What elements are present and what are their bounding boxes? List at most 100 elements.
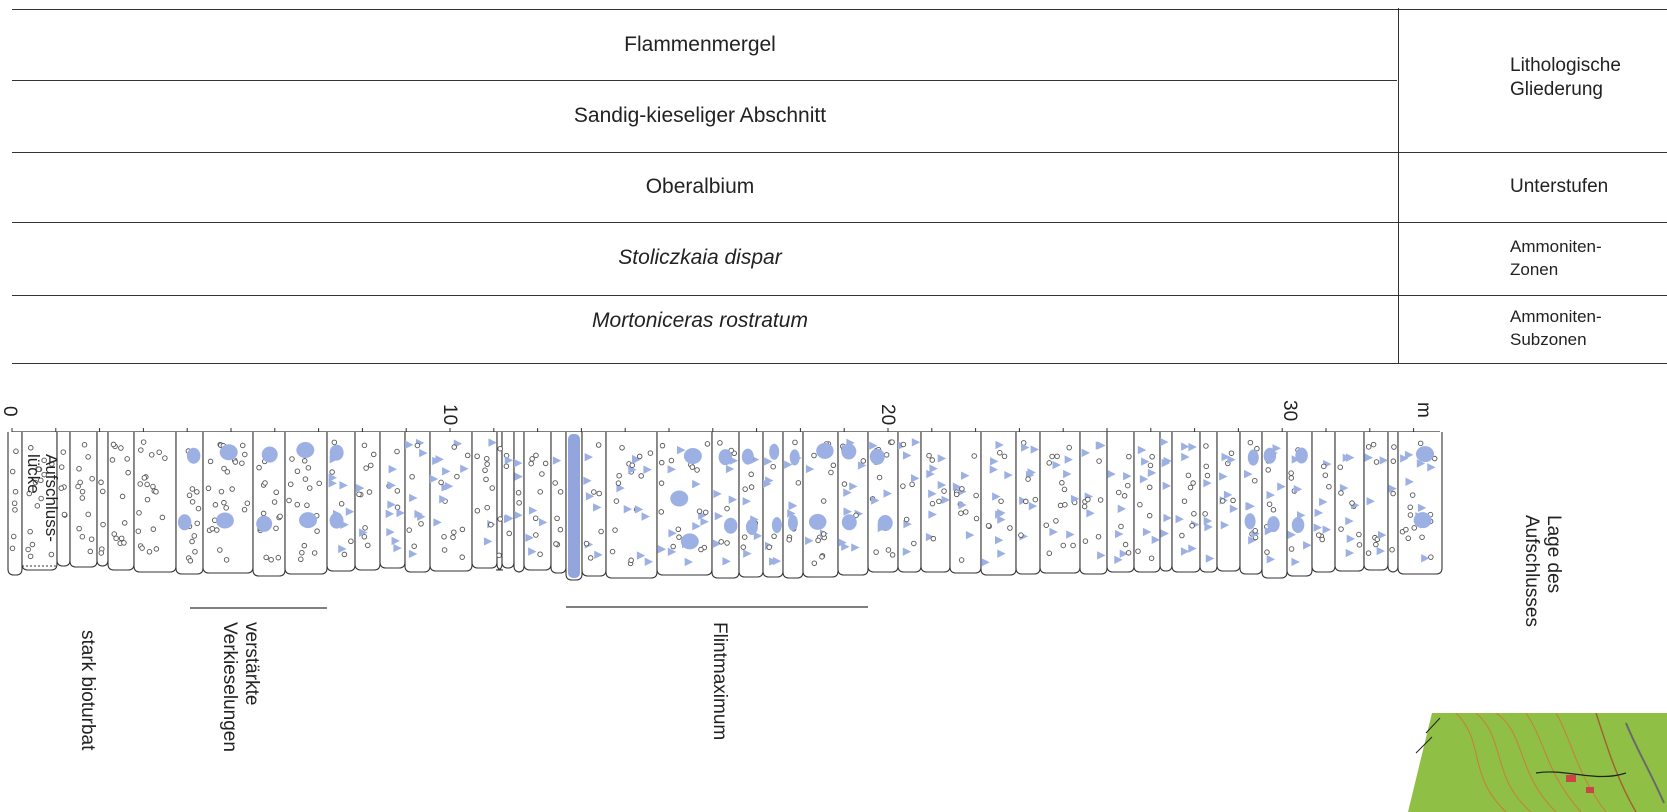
- flint-nodule: [816, 442, 834, 459]
- grain-circle: [394, 504, 401, 511]
- grain-circle: [557, 526, 564, 533]
- grain-circle: [698, 546, 704, 553]
- chert-triangle: [616, 483, 625, 493]
- grain-circle: [451, 529, 457, 535]
- flint-nodule: [256, 515, 273, 532]
- chert-triangle: [1416, 459, 1426, 468]
- grain-circle: [963, 509, 969, 515]
- grain-circle: [613, 498, 620, 504]
- grain-circle: [1390, 458, 1397, 464]
- chert-triangle: [409, 493, 418, 503]
- chert-triangle: [941, 495, 950, 505]
- chert-triangle: [764, 457, 773, 466]
- grain-circle: [1066, 444, 1072, 451]
- grain-circle: [542, 460, 549, 467]
- grain-circle: [41, 457, 47, 464]
- grain-circle: [676, 534, 682, 540]
- grain-circle: [496, 552, 502, 559]
- label-verstaerkte-verkieselungen: verstärkte Verkieselungen: [218, 622, 262, 752]
- grain-circle: [659, 442, 666, 449]
- flint-nodule: [1244, 513, 1256, 530]
- grain-circle: [366, 489, 373, 495]
- grain-circle: [454, 473, 460, 480]
- grain-circle: [474, 507, 481, 514]
- grain-circle: [1181, 498, 1188, 504]
- grain-circle: [368, 462, 374, 469]
- grain-circle: [365, 542, 371, 549]
- grain-circle: [411, 543, 417, 549]
- grain-circle: [76, 465, 82, 472]
- label-aufschlussluecke: Aufschluss- lücke: [24, 454, 61, 542]
- grain-circle: [841, 481, 848, 487]
- grain-circle: [362, 525, 368, 531]
- chert-triangle: [1291, 455, 1301, 464]
- grain-circle: [689, 464, 696, 470]
- grain-circle: [533, 452, 539, 459]
- grain-circle: [1203, 463, 1209, 470]
- grain-circle: [638, 473, 644, 479]
- bed: [96, 432, 109, 567]
- chert-triangle: [843, 488, 852, 497]
- grain-circle: [221, 465, 227, 472]
- chert-triangle: [387, 481, 396, 490]
- chert-triangle: [928, 510, 937, 519]
- chert-triangle: [1378, 530, 1387, 540]
- chert-triangle: [728, 495, 738, 504]
- grain-circle: [218, 488, 225, 495]
- chert-triangle: [1366, 496, 1375, 506]
- scale-unit: m: [1413, 402, 1434, 418]
- side-label-line: Zonen: [1510, 260, 1559, 279]
- side-label-lithologische: Lithologische Gliederung: [1510, 54, 1621, 102]
- grain-circle: [79, 495, 86, 501]
- chert-triangle: [925, 532, 935, 542]
- grain-circle: [971, 453, 977, 459]
- grain-circle: [529, 456, 535, 462]
- grain-circle: [414, 442, 421, 449]
- grain-circle: [1054, 453, 1060, 460]
- grain-circle: [497, 516, 503, 522]
- chert-triangle: [743, 549, 752, 558]
- grain-circle: [1247, 439, 1254, 446]
- flint-nodule: [723, 517, 738, 534]
- chert-triangle: [1123, 471, 1132, 481]
- grain-circle: [1191, 511, 1197, 517]
- chert-triangle: [641, 512, 650, 521]
- chert-triangle: [1117, 504, 1127, 514]
- grain-circle: [1356, 531, 1362, 538]
- chert-triangle: [692, 522, 701, 531]
- grain-circle: [1185, 472, 1192, 479]
- chert-triangle: [784, 460, 793, 469]
- grain-circle: [911, 540, 917, 547]
- grain-circle: [26, 490, 33, 497]
- location-map: [1396, 713, 1667, 812]
- grain-circle: [474, 453, 480, 459]
- grain-circle: [441, 547, 448, 553]
- grain-circle: [1219, 498, 1226, 504]
- grain-circle: [150, 483, 156, 490]
- grain-circle: [294, 468, 301, 474]
- grain-circle: [241, 506, 248, 513]
- grain-circle: [483, 476, 489, 483]
- grain-circle: [609, 548, 616, 555]
- grain-circle: [9, 468, 16, 475]
- chert-triangle: [1266, 555, 1276, 564]
- grain-circle: [539, 471, 545, 477]
- grain-circle: [658, 509, 664, 515]
- chert-triangle: [419, 448, 428, 458]
- grain-circle: [277, 513, 283, 520]
- chert-triangle: [1346, 534, 1356, 544]
- chert-triangle: [391, 536, 400, 546]
- chert-triangle: [994, 536, 1004, 545]
- chert-triangle: [1180, 547, 1190, 556]
- chert-triangle: [1223, 490, 1233, 500]
- chert-triangle: [1188, 544, 1197, 553]
- grain-circle: [273, 489, 280, 496]
- grain-circle: [497, 445, 503, 452]
- grain-circle: [503, 463, 510, 469]
- chert-triangle: [903, 519, 912, 529]
- grain-circle: [1046, 550, 1053, 557]
- grain-circle: [1254, 445, 1260, 452]
- side-label-unterstufen: Unterstufen: [1510, 176, 1609, 197]
- grain-circle: [1264, 549, 1270, 555]
